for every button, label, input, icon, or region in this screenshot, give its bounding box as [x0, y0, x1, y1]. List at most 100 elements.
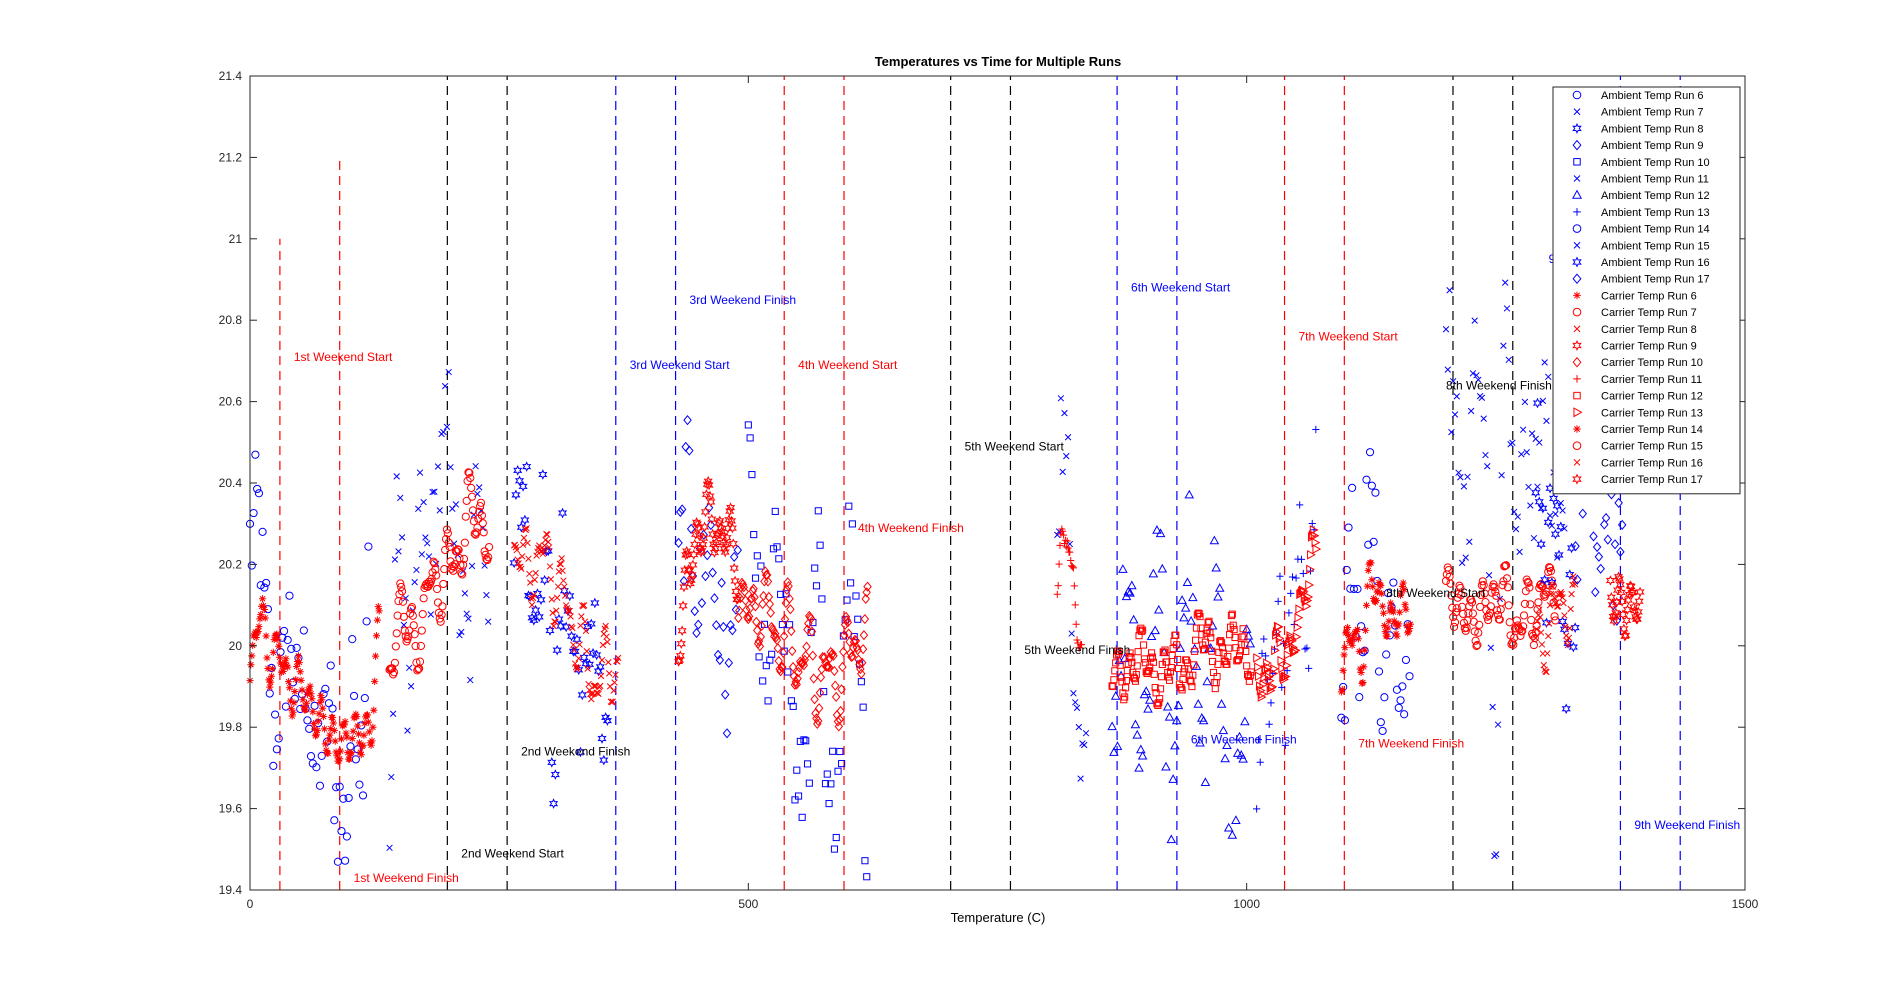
data-point [1243, 630, 1254, 640]
legend-label: Ambient Temp Run 11 [1601, 174, 1709, 186]
data-point [341, 718, 349, 726]
legend-marker [1572, 256, 1582, 268]
series-run-7-carrier [385, 468, 494, 679]
data-point [1349, 584, 1359, 594]
data-point [1281, 741, 1289, 749]
data-point [472, 462, 479, 470]
data-point [1339, 666, 1347, 674]
data-point [318, 696, 326, 704]
data-point [1458, 609, 1468, 619]
data-point [1190, 661, 1198, 669]
data-point [583, 647, 591, 655]
data-point [682, 548, 693, 560]
data-point [1134, 762, 1144, 772]
data-point [349, 691, 359, 701]
data-point [755, 653, 763, 661]
data-point [407, 683, 415, 690]
data-point [688, 559, 698, 571]
data-point [418, 551, 426, 558]
data-point [269, 761, 278, 770]
data-point [1146, 663, 1154, 671]
data-point [511, 489, 521, 501]
data-point [707, 513, 717, 525]
data-point [790, 679, 800, 691]
data-point [442, 525, 452, 534]
data-point [443, 423, 451, 431]
data-point [1532, 397, 1543, 409]
data-point [313, 726, 321, 734]
data-point [782, 590, 790, 598]
data-point [692, 627, 701, 639]
data-point [1356, 665, 1364, 673]
data-point [583, 621, 593, 632]
legend-entry: Carrier Temp Run 15 [1572, 441, 1703, 453]
data-point [1533, 625, 1540, 633]
data-point [565, 607, 573, 615]
data-point [1281, 671, 1291, 682]
data-point [734, 612, 743, 624]
data-point [1353, 584, 1362, 594]
data-point [1290, 647, 1299, 658]
data-point [1072, 699, 1079, 706]
data-point [798, 813, 806, 821]
data-point [562, 592, 569, 599]
data-point [1127, 654, 1135, 662]
data-point [1527, 615, 1536, 625]
data-point [1479, 581, 1488, 590]
data-point [854, 654, 863, 665]
legend-marker [1573, 425, 1581, 433]
data-point [838, 661, 847, 673]
data-point [1287, 633, 1297, 644]
series-run-10-ambient [744, 421, 871, 881]
legend-entry: Carrier Temp Run 9 [1572, 339, 1697, 353]
data-point [1446, 579, 1455, 588]
data-point [1552, 510, 1559, 518]
data-point [1497, 598, 1506, 607]
data-point [354, 722, 362, 730]
data-point [1605, 575, 1616, 586]
data-point [843, 617, 853, 628]
data-point [250, 630, 259, 638]
legend-entry: Ambient Temp Run 11 [1573, 174, 1709, 186]
data-point [604, 638, 611, 646]
data-point [1235, 652, 1244, 660]
annotation-label: 1st Weekend Finish [354, 871, 459, 885]
y-tick-label: 19.8 [219, 720, 243, 734]
data-point [1394, 703, 1403, 712]
data-point [258, 595, 267, 603]
data-point [753, 552, 761, 560]
data-point [1489, 703, 1496, 711]
data-point [728, 538, 738, 549]
data-point [527, 595, 535, 602]
data-point [1218, 725, 1229, 735]
data-point [747, 593, 757, 604]
data-point [360, 693, 369, 703]
data-point [1134, 648, 1142, 656]
data-point [1166, 668, 1174, 676]
data-point [1500, 342, 1507, 350]
data-point [1073, 636, 1081, 644]
data-point [756, 631, 766, 642]
data-point [773, 543, 781, 551]
data-point [1112, 659, 1120, 667]
data-point [759, 677, 767, 685]
data-point [1449, 377, 1457, 385]
annotation-label: 1st Weekend Start [294, 350, 393, 364]
data-point [293, 662, 301, 671]
legend-label: Ambient Temp Run 9 [1601, 140, 1704, 152]
data-point [686, 574, 696, 586]
data-point [353, 713, 361, 721]
data-point [485, 542, 494, 552]
data-point [1080, 741, 1088, 749]
data-point [784, 668, 792, 676]
data-point [342, 832, 351, 841]
y-tick-label: 20.4 [219, 476, 243, 490]
data-point [1482, 451, 1489, 459]
data-point [1170, 740, 1180, 750]
data-point [1191, 661, 1202, 670]
data-point [1288, 573, 1297, 581]
data-point [465, 615, 472, 622]
data-point [1165, 676, 1174, 684]
data-point [1442, 325, 1450, 333]
data-point [758, 598, 767, 610]
